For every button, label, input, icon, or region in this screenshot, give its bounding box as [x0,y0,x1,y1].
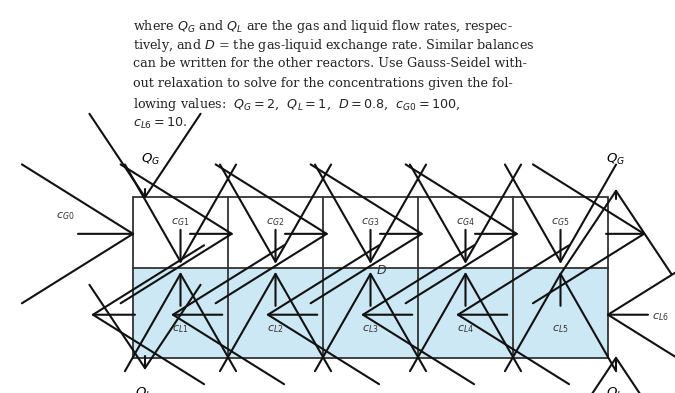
Text: can be written for the other reactors. Use Gauss-Seidel with-: can be written for the other reactors. U… [133,57,527,70]
Text: tively, and $D$ = the gas-liquid exchange rate. Similar balances: tively, and $D$ = the gas-liquid exchang… [133,37,535,55]
Text: $c_{G4}$: $c_{G4}$ [456,216,475,228]
Text: $Q_L$: $Q_L$ [606,386,623,393]
Text: $c_{L5}$: $c_{L5}$ [552,323,569,334]
Text: $Q_G$: $Q_G$ [606,152,625,167]
Text: out relaxation to solve for the concentrations given the fol-: out relaxation to solve for the concentr… [133,77,513,90]
Text: $c_{L3}$: $c_{L3}$ [362,323,379,334]
Text: $c_{G2}$: $c_{G2}$ [267,216,285,228]
Text: $Q_G$: $Q_G$ [141,152,160,167]
Text: lowing values:  $Q_G = 2$,  $Q_L = 1$,  $D = 0.8$,  $c_{G0} = 100$,: lowing values: $Q_G = 2$, $Q_L = 1$, $D … [133,96,460,113]
Text: $c_{L2}$: $c_{L2}$ [267,323,284,334]
Text: where $Q_G$ and $Q_L$ are the gas and liquid flow rates, respec-: where $Q_G$ and $Q_L$ are the gas and li… [133,18,513,35]
Bar [133,268,608,358]
Text: $c_{L4}$: $c_{L4}$ [457,323,474,334]
Text: $D$: $D$ [377,264,387,277]
Text: $c_{G3}$: $c_{G3}$ [361,216,380,228]
Text: $c_{L6}$: $c_{L6}$ [652,311,669,323]
Text: $c_{G5}$: $c_{G5}$ [551,216,570,228]
Bar [133,197,608,358]
Text: $c_{G0}$: $c_{G0}$ [57,210,75,222]
Text: $c_{G1}$: $c_{G1}$ [171,216,190,228]
Bar [133,197,608,268]
Text: $c_{L6} = 10$.: $c_{L6} = 10$. [133,116,188,130]
Text: $c_{L1}$: $c_{L1}$ [172,323,189,334]
Text: $Q_L$: $Q_L$ [135,386,152,393]
